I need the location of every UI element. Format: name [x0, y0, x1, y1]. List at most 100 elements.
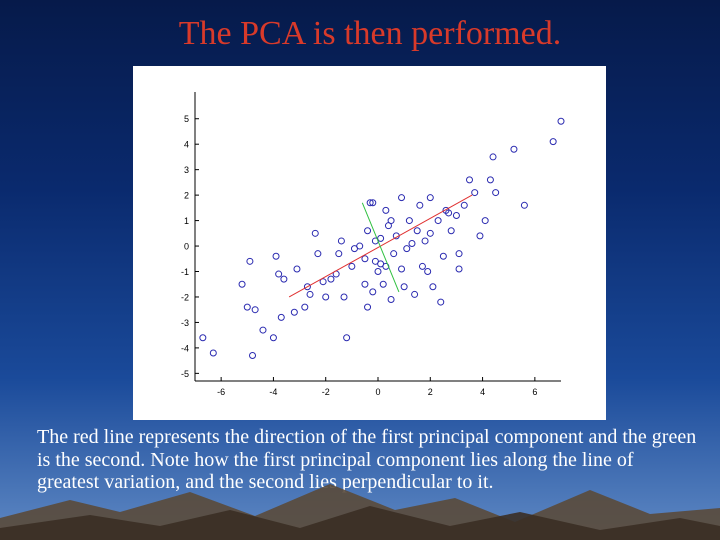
data-point	[374, 268, 382, 276]
data-point	[476, 232, 484, 240]
data-point	[259, 326, 267, 334]
data-point	[455, 250, 463, 258]
data-point	[199, 334, 207, 342]
data-point	[238, 280, 246, 288]
data-point	[379, 280, 387, 288]
data-point	[361, 255, 369, 263]
data-point	[400, 283, 408, 291]
x-tick-label: 2	[428, 387, 433, 397]
data-point	[390, 250, 398, 258]
data-point	[209, 349, 217, 357]
x-tick-label: 6	[532, 387, 537, 397]
data-point	[290, 308, 298, 316]
data-point	[249, 352, 257, 360]
y-tick-label: -1	[181, 267, 189, 277]
data-point	[364, 303, 372, 311]
x-tick-label: -6	[217, 387, 225, 397]
data-point	[340, 293, 348, 301]
slide-title: The PCA is then performed.	[178, 15, 562, 52]
data-point	[398, 194, 406, 202]
data-point	[293, 265, 301, 273]
data-point	[251, 306, 259, 314]
data-point	[246, 257, 254, 265]
data-point	[301, 303, 309, 311]
y-tick-label: -2	[181, 292, 189, 302]
data-point	[405, 217, 413, 225]
data-point	[424, 268, 432, 276]
data-point	[369, 288, 377, 296]
data-point	[382, 206, 390, 214]
data-point	[398, 265, 406, 273]
data-point	[272, 252, 280, 260]
data-point	[460, 201, 468, 209]
data-point	[311, 229, 319, 237]
data-point	[243, 303, 251, 311]
data-point	[549, 138, 557, 146]
data-point	[426, 229, 434, 237]
data-point	[439, 252, 447, 260]
data-point	[426, 194, 434, 202]
data-point	[429, 283, 437, 291]
x-tick-label: -4	[269, 387, 277, 397]
data-point	[455, 265, 463, 273]
data-point	[343, 334, 351, 342]
data-point	[322, 293, 330, 301]
data-point	[520, 201, 528, 209]
data-point	[416, 201, 424, 209]
data-point	[369, 199, 377, 207]
scatter-plot-panel: -5 -4 -3 -2 -1 0 1 2 3 4 5 -6 -4 -2 0 2 4 6	[133, 66, 606, 420]
data-point	[327, 275, 335, 283]
data-point	[275, 270, 283, 278]
data-point	[335, 250, 343, 258]
data-point	[557, 117, 565, 125]
y-tick-label: 4	[184, 140, 189, 150]
data-point	[319, 278, 327, 286]
data-point	[366, 199, 374, 207]
data-point	[314, 250, 322, 258]
data-point	[471, 189, 479, 197]
scatter-plot: -5 -4 -3 -2 -1 0 1 2 3 4 5 -6 -4 -2 0 2 4 6	[181, 92, 565, 397]
x-tick-label: -2	[322, 387, 330, 397]
data-point	[434, 217, 442, 225]
y-tick-label: 1	[184, 216, 189, 226]
data-point	[387, 217, 395, 225]
data-point	[466, 176, 473, 184]
data-point	[356, 242, 364, 250]
x-tick-label: 0	[375, 387, 380, 397]
data-point	[411, 290, 419, 298]
data-point	[280, 275, 288, 283]
data-point	[403, 245, 411, 253]
data-point	[337, 237, 345, 245]
data-point	[348, 262, 356, 270]
data-point	[447, 227, 455, 235]
slide-caption: The red line represents the direction of…	[37, 426, 697, 493]
y-tick-label: -3	[181, 318, 189, 328]
data-point	[377, 234, 385, 242]
y-tick-label: 3	[184, 165, 189, 175]
data-point	[481, 217, 489, 225]
data-point	[364, 227, 372, 235]
data-point	[486, 176, 494, 184]
x-tick-label: 4	[480, 387, 485, 397]
data-point	[510, 145, 518, 153]
data-point	[421, 237, 429, 245]
data-point	[361, 280, 369, 288]
y-tick-label: 2	[184, 191, 189, 201]
data-point	[418, 262, 426, 270]
data-point	[437, 298, 445, 306]
data-point	[413, 227, 421, 235]
data-point	[492, 189, 500, 197]
mountain-silhouette	[0, 484, 720, 540]
data-point	[452, 211, 460, 219]
data-point	[408, 240, 416, 247]
data-point	[445, 209, 453, 217]
y-tick-label: 5	[184, 114, 189, 124]
data-point	[269, 334, 277, 342]
second-principal-component-line	[361, 202, 400, 293]
data-point	[303, 283, 311, 291]
y-tick-label: 0	[184, 242, 189, 252]
data-point	[387, 296, 395, 304]
data-point	[277, 313, 285, 321]
y-tick-label: -5	[181, 369, 189, 379]
data-point	[306, 290, 314, 298]
